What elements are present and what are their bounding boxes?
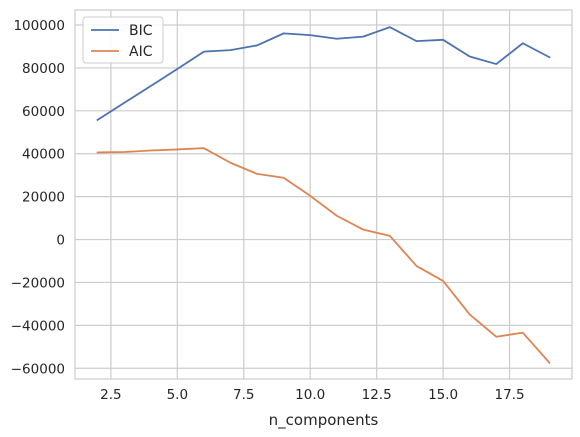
- y-tick-label: −20000: [11, 275, 65, 291]
- legend: BIC AIC: [83, 17, 163, 63]
- x-tick-label: 7.5: [233, 387, 254, 403]
- x-tick-label: 2.5: [100, 387, 121, 403]
- x-tick-label: 15.0: [428, 387, 458, 403]
- y-tick-label: 100000: [13, 18, 65, 34]
- y-tick-label: 80000: [22, 61, 65, 77]
- x-tick-label: 17.5: [495, 387, 525, 403]
- plot-area: [75, 10, 572, 379]
- x-tick-label: 12.5: [362, 387, 392, 403]
- legend-label-bic: BIC: [129, 23, 153, 39]
- x-axis-title: n_components: [269, 411, 379, 430]
- y-tick-label: 60000: [22, 104, 65, 120]
- legend-label-aic: AIC: [129, 44, 153, 60]
- x-tick-label: 5.0: [167, 387, 188, 403]
- y-tick-label: 40000: [22, 147, 65, 163]
- y-tick-label: −60000: [11, 361, 65, 377]
- x-tick-label: 10.0: [295, 387, 325, 403]
- y-tick-label: 20000: [22, 190, 65, 206]
- y-tick-label: −40000: [11, 318, 65, 334]
- plot-background: [75, 10, 572, 379]
- y-tick-label: 0: [56, 233, 65, 249]
